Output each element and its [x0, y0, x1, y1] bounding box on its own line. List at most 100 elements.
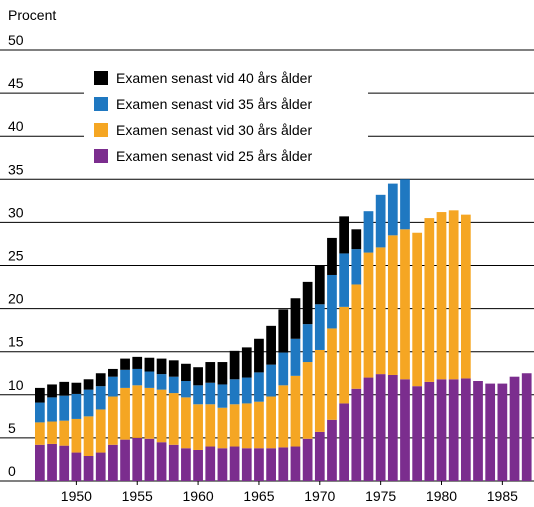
bar-segment — [156, 442, 167, 481]
bar-segment — [217, 384, 228, 408]
bar-segment — [266, 448, 276, 481]
bar-segment — [314, 349, 325, 432]
bar-segment — [193, 404, 203, 450]
y-tick-label: 35 — [8, 161, 24, 177]
bar-segment — [144, 387, 155, 439]
bar-segment — [120, 439, 130, 481]
legend-label: Examen senast vid 25 års ålder — [116, 148, 312, 164]
bar-segment — [205, 362, 216, 383]
bar-segment — [144, 357, 155, 372]
bar-segment — [181, 381, 191, 398]
bar-segment — [83, 456, 94, 481]
bar-segment — [59, 420, 70, 446]
bar-segment — [132, 368, 143, 386]
y-tick-label: 30 — [8, 204, 24, 220]
bar-segment — [460, 214, 471, 379]
bar-segment — [351, 284, 362, 389]
bar-segment — [387, 235, 398, 375]
bar-segment — [327, 274, 337, 329]
bar-segment — [314, 265, 325, 305]
y-tick-label: 15 — [8, 334, 24, 350]
bar-segment — [108, 396, 118, 445]
bar-segment — [120, 358, 130, 370]
bar-segment — [95, 386, 106, 410]
bar-segment — [448, 379, 459, 481]
bar-segment — [436, 379, 447, 481]
bar-segment — [424, 218, 435, 382]
bar-segment — [302, 324, 313, 363]
bar-segment — [217, 448, 228, 481]
bar-segment — [71, 393, 82, 419]
y-axis-label: Procent — [8, 7, 56, 23]
bar-segment — [108, 368, 118, 377]
bar-segment — [47, 443, 57, 481]
bar-segment — [363, 252, 374, 378]
bar-segment — [400, 379, 410, 481]
bar-segment — [47, 397, 57, 422]
bar-segment — [412, 386, 423, 481]
bar-segment — [193, 449, 203, 481]
bar-segment — [278, 309, 289, 353]
bar-segment — [314, 431, 325, 481]
bar-segment — [193, 385, 203, 405]
bar-segment — [375, 194, 386, 248]
bar-segment — [59, 445, 70, 481]
bar-segment — [120, 387, 130, 440]
bar-segment — [229, 404, 240, 447]
bar-segment — [95, 452, 106, 481]
legend-label: Examen senast vid 30 års ålder — [116, 122, 312, 138]
legend-swatch — [94, 71, 108, 85]
bar-segment — [266, 396, 276, 449]
y-tick-label: 25 — [8, 248, 24, 264]
bar-segment — [168, 376, 179, 394]
bar-segment — [47, 421, 57, 444]
bar-segment — [241, 448, 252, 481]
legend-swatch — [94, 97, 108, 111]
y-tick-label: 5 — [8, 420, 16, 436]
bar-segment — [71, 382, 82, 394]
bar-segment — [205, 382, 216, 405]
bar-segment — [95, 409, 106, 453]
bar-segment — [83, 389, 94, 417]
legend-box — [84, 64, 368, 170]
bar-segment — [181, 363, 191, 382]
bar-segment — [278, 447, 289, 481]
bar-segment — [193, 367, 203, 386]
bar-segment — [217, 362, 228, 385]
bar-segment — [59, 395, 70, 421]
bar-segment — [168, 444, 179, 481]
bar-segment — [241, 377, 252, 404]
bar-segment — [290, 298, 301, 339]
bar-segment — [302, 438, 313, 481]
bar-segment — [144, 438, 155, 481]
bar-segment — [254, 448, 264, 481]
bar-segment — [266, 364, 276, 397]
bar-segment — [156, 374, 167, 390]
y-tick-label: 50 — [8, 32, 24, 48]
bar-segment — [156, 358, 167, 375]
bar-segment — [241, 403, 252, 449]
bar-segment — [375, 374, 386, 481]
bar-segment — [387, 374, 398, 481]
bar-segment — [95, 373, 106, 387]
bar-segment — [266, 325, 276, 365]
bar-segment — [108, 376, 118, 397]
x-tick-label: 1975 — [365, 488, 396, 504]
bar-segment — [205, 446, 216, 481]
bar-segment — [363, 377, 374, 481]
bar-segment — [181, 397, 191, 449]
bar-segment — [35, 402, 45, 423]
bar-segment — [460, 378, 471, 481]
bar-segment — [302, 281, 313, 325]
bar-segment — [400, 179, 410, 230]
bar-segment — [168, 393, 179, 445]
x-tick-label: 1960 — [183, 488, 214, 504]
bar-segment — [59, 381, 70, 396]
bar-segment — [254, 372, 264, 402]
bar-segment — [71, 452, 82, 481]
bar-segment — [132, 437, 143, 481]
bar-segment — [83, 379, 94, 390]
bar-segment — [71, 418, 82, 453]
bar-segment — [229, 379, 240, 405]
bar-segment — [217, 407, 228, 449]
